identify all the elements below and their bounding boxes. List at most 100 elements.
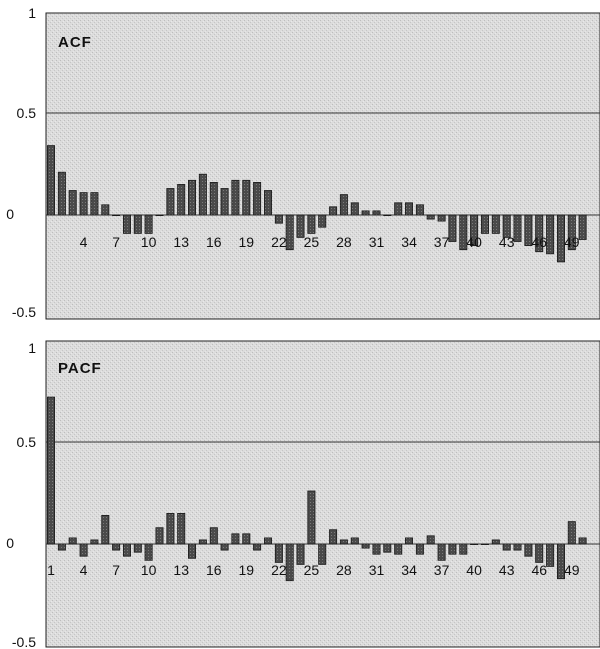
pacf-bar [524, 543, 533, 557]
pacf-bar [133, 543, 142, 553]
pacf-x-tick-label: 40 [466, 562, 482, 578]
acf-panel: ACF 1 0.5 0 -0.5 4 7 10 13 16 19 22 25 28 31 34 37 4… [6, 5, 600, 320]
pacf-bar [372, 543, 381, 555]
pacf-bar [339, 539, 348, 545]
acf-bar [567, 214, 576, 251]
acf-bar [166, 188, 175, 216]
pacf-y-tick-label: 1 [28, 340, 36, 356]
pacf-x-tick-label: 49 [564, 562, 580, 578]
acf-y-tick-label: 0.5 [17, 105, 37, 121]
acf-x-tick-label: 13 [173, 234, 189, 250]
acf-bar [133, 214, 142, 234]
pacf-bar [513, 543, 522, 551]
acf-bar [285, 214, 294, 251]
acf-x-tick-label: 22 [271, 234, 287, 250]
pacf-bar [79, 543, 88, 557]
pacf-x-tick-label: 16 [206, 562, 222, 578]
acf-bar [372, 210, 381, 216]
pacf-bar [459, 543, 468, 555]
pacf-bar [350, 537, 359, 545]
acf-x-tick-label: 34 [401, 234, 417, 250]
acf-bar [437, 214, 446, 222]
acf-bar [144, 214, 153, 234]
acf-x-tick-labels: 4 7 10 13 16 19 22 25 28 31 34 37 40 43 46 49 [80, 234, 580, 250]
pacf-bar [307, 490, 316, 545]
acf-bar [426, 214, 435, 220]
pacf-bar [546, 543, 555, 567]
acf-bar [242, 179, 251, 216]
acf-bar [459, 214, 468, 251]
pacf-bar [557, 543, 566, 580]
acf-bar [79, 192, 88, 216]
pacf-bar [470, 543, 479, 546]
pacf-x-tick-label: 4 [80, 562, 88, 578]
pacf-bar [535, 543, 544, 563]
pacf-bar [263, 537, 272, 545]
acf-bar [231, 179, 240, 216]
pacf-bar [209, 527, 218, 545]
acf-y-tick-label: 1 [28, 5, 36, 21]
acf-bar [155, 214, 164, 217]
pacf-bar [404, 537, 413, 545]
acf-bar [177, 183, 186, 216]
pacf-y-tick-label: 0.5 [17, 434, 37, 450]
pacf-x-tick-label: 19 [239, 562, 255, 578]
pacf-x-tick-label: 10 [141, 562, 157, 578]
pacf-bar [567, 521, 576, 545]
acf-bar [263, 190, 272, 216]
acf-bar [47, 145, 56, 216]
pacf-bar [480, 543, 489, 546]
acf-bar [404, 202, 413, 216]
pacf-bar [166, 513, 175, 545]
acf-x-tick-label: 49 [564, 234, 580, 250]
pacf-y-tick-label: -0.5 [12, 634, 36, 649]
pacf-bar [144, 543, 153, 561]
acf-bar [535, 214, 544, 253]
pacf-bar [155, 527, 164, 545]
acf-y-tick-label: 0 [6, 206, 14, 222]
acf-bar [578, 214, 587, 240]
acf-bar [502, 214, 511, 238]
pacf-bar [198, 539, 207, 545]
pacf-bar [112, 543, 121, 551]
acf-plot-background [45, 12, 600, 320]
pacf-x-tick-label: 1 [47, 562, 55, 578]
acf-bars [47, 145, 587, 263]
pacf-bar [491, 539, 500, 545]
pacf-bar [274, 543, 283, 563]
pacf-bar [361, 543, 370, 549]
acf-x-tick-label: 46 [532, 234, 548, 250]
acf-y-tick-label: -0.5 [12, 304, 36, 320]
pacf-x-tick-label: 28 [336, 562, 352, 578]
pacf-bar [187, 543, 196, 559]
pacf-bar [47, 396, 56, 545]
acf-bar [209, 181, 218, 216]
acf-bar [68, 190, 77, 216]
pacf-bar [415, 543, 424, 555]
pacf-x-tick-label: 7 [112, 562, 120, 578]
acf-bar [491, 214, 500, 234]
pacf-bar [437, 543, 446, 561]
acf-bar [274, 214, 283, 224]
pacf-plot-background [45, 340, 600, 648]
pacf-bar [318, 543, 327, 565]
pacf-x-tick-label: 31 [369, 562, 385, 578]
pacf-bar [57, 543, 66, 551]
pacf-x-tick-labels: 1 4 7 10 13 16 19 22 25 28 31 34 37 40 43 46 49 [47, 562, 580, 578]
acf-bar [394, 202, 403, 216]
acf-bar [415, 204, 424, 216]
acf-bar [480, 214, 489, 234]
pacf-x-tick-label: 34 [401, 562, 417, 578]
pacf-x-tick-label: 25 [304, 562, 320, 578]
acf-bar [361, 210, 370, 216]
acf-x-tick-label: 10 [141, 234, 157, 250]
pacf-bar [426, 535, 435, 545]
pacf-bar [90, 539, 99, 545]
acf-bar [557, 214, 566, 263]
acf-bar [187, 179, 196, 216]
pacf-bar [329, 529, 338, 545]
acf-bar [546, 214, 555, 255]
acf-bar [296, 214, 305, 238]
acf-bar [524, 214, 533, 247]
